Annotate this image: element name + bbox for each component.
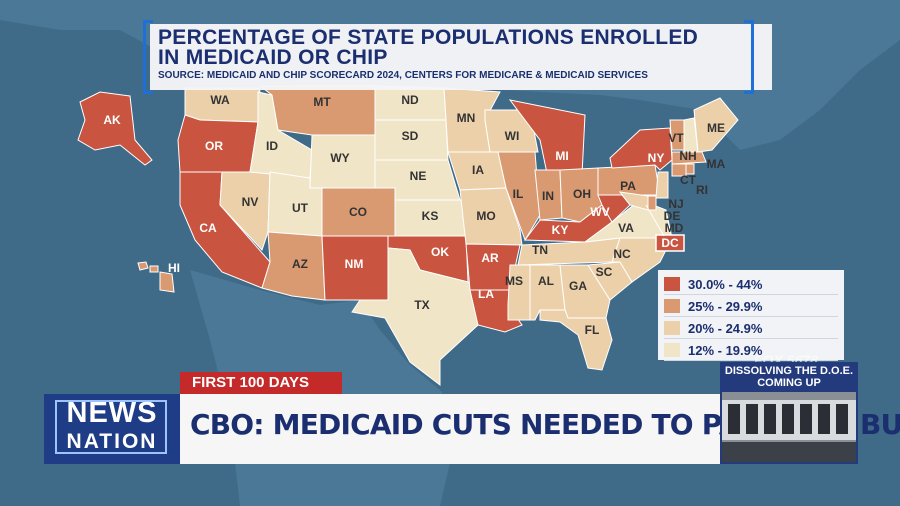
legend-row: 12% - 19.9% — [664, 340, 838, 361]
state-label-co: CO — [349, 205, 367, 219]
state-label-ma: MA — [707, 157, 726, 171]
state-label-tx: TX — [414, 298, 429, 312]
map-title-line2: IN MEDICAID OR CHIP — [158, 46, 388, 69]
state-de — [647, 195, 657, 211]
state-label-la: LA — [478, 287, 494, 301]
state-mt — [258, 85, 376, 136]
building-thumbnail — [722, 392, 856, 462]
state-label-nm: NM — [345, 257, 364, 271]
state-label-ny: NY — [648, 151, 665, 165]
state-label-ca: CA — [199, 221, 217, 235]
logo-news-text: NEWS — [66, 397, 158, 429]
title-bracket-right — [744, 20, 754, 94]
state-label-ct: CT — [680, 173, 697, 187]
state-ri — [685, 163, 695, 175]
state-nj — [655, 171, 669, 199]
state-label-pa: PA — [620, 179, 636, 193]
state-label-md: MD — [665, 221, 684, 235]
state-label-ne: NE — [410, 169, 427, 183]
state-label-az: AZ — [292, 257, 308, 271]
legend-swatch — [664, 343, 680, 357]
state-label-wv: WV — [590, 205, 609, 219]
legend-row: 25% - 29.9% — [664, 296, 838, 317]
state-label-ok: OK — [431, 245, 449, 259]
state-label-ks: KS — [422, 209, 439, 223]
map-legend: 30.0% - 44% 25% - 29.9% 20% - 24.9% 12% … — [658, 270, 844, 361]
state-label-fl: FL — [585, 323, 600, 337]
state-label-ak: AK — [103, 113, 121, 127]
state-label-mt: MT — [313, 95, 331, 109]
headline-bar — [180, 394, 720, 464]
legend-swatch — [664, 299, 680, 313]
state-me — [693, 97, 739, 153]
state-label-ms: MS — [505, 274, 523, 288]
legend-label: 12% - 19.9% — [688, 342, 763, 358]
state-label-wy: WY — [330, 151, 349, 165]
state-mo — [459, 187, 523, 246]
state-label-al: AL — [538, 274, 554, 288]
state-ct — [671, 163, 687, 177]
logo-nation-text: NATION — [66, 430, 158, 453]
state-label-oh: OH — [573, 187, 591, 201]
state-label-ga: GA — [569, 279, 587, 293]
state-label-sd: SD — [402, 129, 419, 143]
state-ma — [671, 151, 707, 165]
state-label-wi: WI — [505, 129, 520, 143]
state-fl — [539, 309, 613, 371]
state-tx — [351, 247, 479, 387]
state-label-nj: NJ — [668, 197, 683, 211]
dc-leader — [645, 204, 665, 237]
state-label-nv: NV — [242, 195, 259, 209]
state-label-nh: NH — [679, 149, 696, 163]
state-label-dc: DC — [661, 236, 679, 250]
banner-tag: FIRST 100 DAYS — [180, 372, 342, 394]
legend-label: 20% - 24.9% — [688, 320, 763, 336]
state-label-tn: TN — [532, 243, 548, 257]
state-md — [618, 191, 649, 211]
logo-frame — [55, 400, 167, 454]
state-ak — [77, 91, 153, 166]
state-label-nd: ND — [401, 93, 419, 107]
state-label-in: IN — [542, 189, 554, 203]
state-label-id: ID — [266, 139, 278, 153]
map-title-line1: PERCENTAGE OF STATE POPULATIONS ENROLLED — [158, 26, 699, 49]
map-source: SOURCE: MEDICAID AND CHIP SCORECARD 2024… — [158, 70, 648, 81]
legend-row: 20% - 24.9% — [664, 318, 838, 339]
state-label-me: ME — [707, 121, 725, 135]
state-il — [497, 151, 541, 242]
title-bracket-left — [143, 20, 153, 94]
headline-text: CBO: MEDICAID CUTS NEEDED TO PASS GOP BU… — [190, 408, 900, 441]
state-label-de: DE — [664, 209, 681, 223]
state-label-hi: HI — [168, 261, 180, 275]
legend-label: 25% - 29.9% — [688, 298, 763, 314]
state-label-ar: AR — [481, 251, 499, 265]
up-next-text: DISSOLVING THE D.O.E. COMING UP — [724, 365, 854, 389]
state-label-wa: WA — [210, 93, 230, 107]
state-label-or: OR — [205, 139, 223, 153]
state-label-il: IL — [513, 187, 524, 201]
state-label-nc: NC — [613, 247, 631, 261]
legend-swatch — [664, 277, 680, 291]
state-label-va: VA — [618, 221, 634, 235]
state-label-ky: KY — [552, 223, 569, 237]
state-label-mo: MO — [476, 209, 495, 223]
state-label-mi: MI — [555, 149, 568, 163]
legend-label: 30.0% - 44% — [688, 276, 763, 292]
state-ny — [609, 127, 673, 171]
state-label-sc: SC — [596, 265, 613, 279]
legend-swatch — [664, 321, 680, 335]
map-title: PERCENTAGE OF STATE POPULATIONS ENROLLED… — [158, 26, 758, 69]
state-hi — [137, 261, 175, 293]
legend-row: 30.0% - 44% — [664, 274, 838, 295]
title-card — [150, 24, 772, 90]
state-label-ia: IA — [472, 163, 484, 177]
state-label-ri: RI — [696, 183, 708, 197]
state-label-vt: VT — [668, 131, 684, 145]
state-label-mn: MN — [457, 111, 476, 125]
state-label-ut: UT — [292, 201, 309, 215]
state-ms — [507, 264, 531, 321]
dc-marker — [655, 234, 685, 252]
